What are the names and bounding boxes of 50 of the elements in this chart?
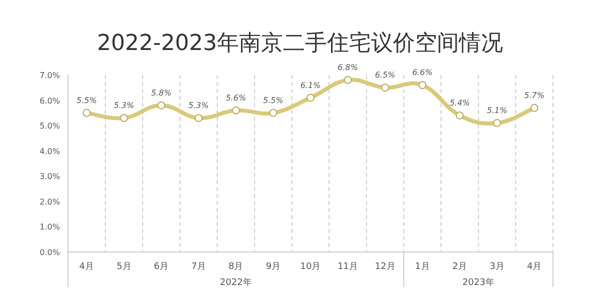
data-label: 5.7% [524,90,545,100]
y-tick-label: 7.0% [40,71,60,80]
data-label: 5.5% [76,96,97,105]
data-label: 5.6% [226,93,246,102]
x-tick-label: 8月 [228,262,244,272]
point [530,104,538,112]
x-tick-label: 12月 [374,262,396,272]
data-label: 5.4% [450,98,470,108]
y-tick-label: 2.0% [40,197,60,206]
x-tick-label: 4月 [79,262,94,272]
data-label: 5.3% [188,100,209,110]
y-tick-label: 3.0% [40,172,60,182]
x-tick-label: 3月 [490,262,504,272]
data-label: 5.1% [486,106,508,116]
y-tick-label: 5.0% [40,122,60,131]
point [381,84,390,92]
x-tick-label: 5月 [116,262,132,272]
x-tick-label: 7月 [191,262,206,272]
point [344,76,352,84]
x-tick-label: 10月 [300,262,321,272]
y-tick-label: 1.0% [40,222,60,232]
data-label: 6.8% [338,63,358,72]
x-tick-label: 11月 [338,262,358,272]
point [157,101,166,110]
x-tick-label: 4月 [526,262,542,272]
point [269,108,278,117]
data-label: 5.5% [263,96,284,105]
x-tick-label: 2月 [452,262,468,272]
x-tick-label: 6月 [154,262,169,272]
point [306,94,314,102]
chart-title: 2022-2023年南京二手住宅议价空间情况 [97,31,503,56]
point [120,114,128,122]
text: 2023年 [462,277,494,288]
data-label: 6.5% [374,70,396,80]
point [232,106,240,114]
point [456,111,464,120]
text: 2022年 [220,277,252,288]
x-tick-label: 1月 [415,262,430,272]
data-label: 5.3% [114,100,134,110]
y-tick-label: 0.0% [40,248,60,257]
data-label: 6.6% [412,68,433,78]
y-tick-label: 6.0% [40,96,60,106]
point [82,108,91,117]
point [418,81,426,90]
data-label: 5.8% [151,88,172,98]
point [493,119,502,128]
x-tick-label: 9月 [266,262,281,272]
point [194,114,203,122]
data-label: 6.1% [300,80,321,90]
y-tick-label: 4.0% [40,146,60,156]
